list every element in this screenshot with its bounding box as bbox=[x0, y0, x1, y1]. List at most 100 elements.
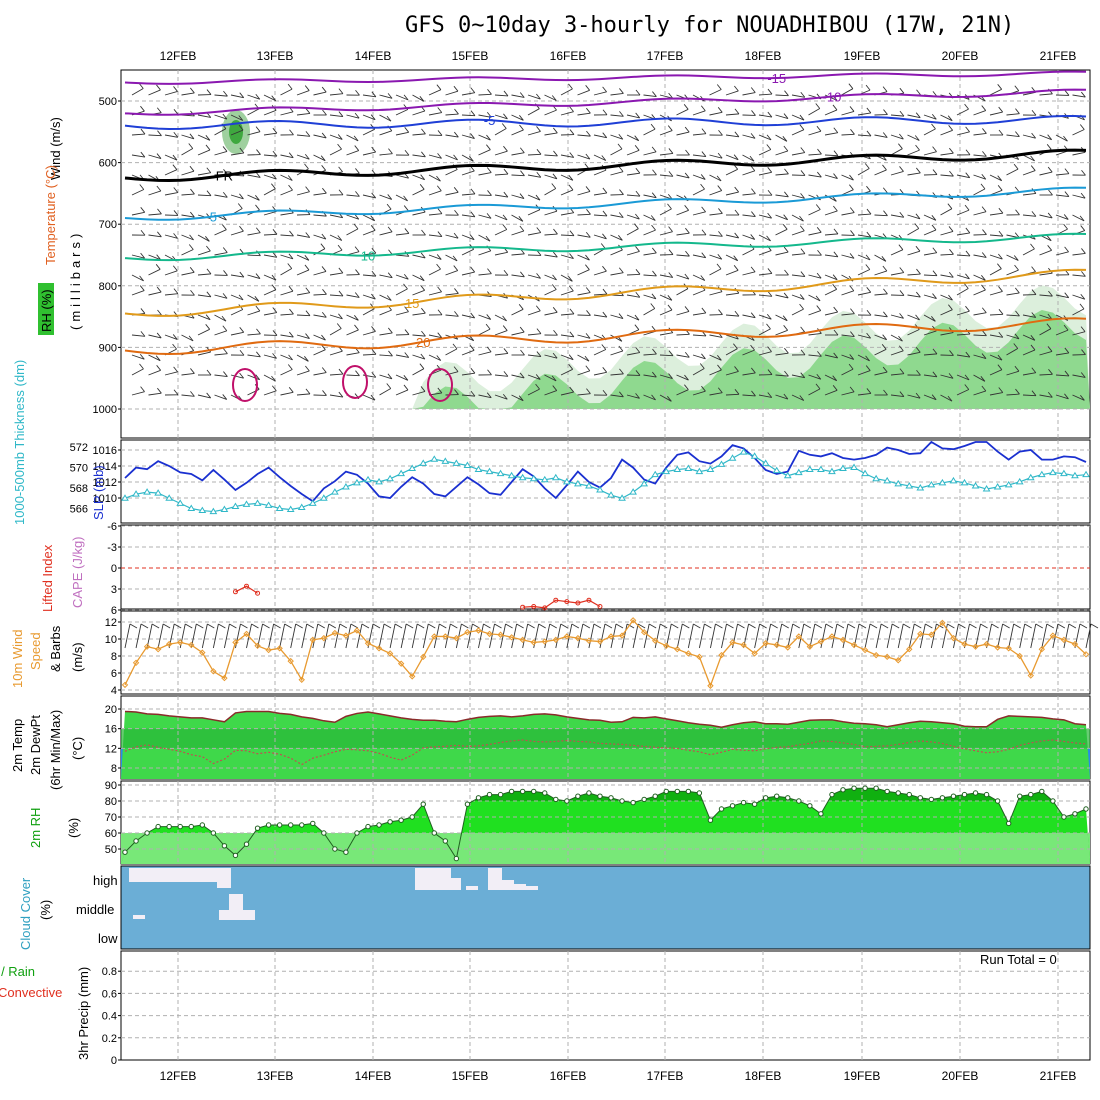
wind-barb-flag bbox=[1063, 135, 1068, 142]
wind-barb bbox=[709, 212, 723, 216]
wind-barb bbox=[230, 274, 244, 278]
wind-barb-flag bbox=[520, 170, 525, 176]
wind10-barb bbox=[124, 623, 131, 649]
wind10-barb-flag bbox=[560, 623, 569, 629]
wind-barb-flag bbox=[585, 153, 591, 160]
wind-barb-flag bbox=[964, 384, 970, 390]
wind-barb bbox=[131, 88, 144, 96]
wind-barb bbox=[643, 128, 656, 136]
wind10-point bbox=[663, 642, 670, 650]
thickness-tick-label: 566 bbox=[70, 504, 88, 516]
wind-barb bbox=[560, 354, 574, 361]
wind-barb bbox=[379, 294, 392, 301]
wind-barb-flag bbox=[156, 107, 162, 114]
wind-barb bbox=[197, 234, 210, 242]
wind-barb bbox=[626, 214, 640, 220]
date-label-bottom: 12FEB bbox=[160, 1069, 197, 1083]
wind-barb-flag bbox=[205, 135, 211, 141]
wind-barb-flag bbox=[404, 228, 410, 234]
wind-barb bbox=[676, 209, 689, 216]
wind-barb bbox=[610, 272, 624, 276]
wind-barb-flag bbox=[782, 136, 788, 142]
wind-barb-flag bbox=[718, 129, 723, 136]
wind-barb bbox=[989, 254, 1003, 260]
wind-barb bbox=[1006, 134, 1020, 138]
rh-point bbox=[1072, 811, 1078, 817]
wind-barb bbox=[577, 112, 591, 116]
wind-barb bbox=[181, 249, 194, 256]
wind-barb-flag bbox=[700, 105, 706, 112]
wind-barb bbox=[560, 334, 574, 338]
wind-barb bbox=[940, 114, 953, 122]
wind-barb-flag bbox=[519, 193, 525, 199]
wind10-barb-flag bbox=[527, 623, 535, 629]
wind-barb bbox=[544, 174, 558, 180]
wind-barb-flag bbox=[403, 283, 408, 290]
rh-point bbox=[442, 838, 449, 844]
wind-barb-flag bbox=[519, 225, 525, 232]
wind-barb-flag bbox=[386, 203, 392, 210]
wind-barb-flag bbox=[453, 187, 459, 193]
wind-barb-flag bbox=[699, 363, 705, 369]
wind-barb-flag bbox=[189, 267, 195, 273]
wind-barb-flag bbox=[816, 171, 822, 178]
wind10-barb-flag bbox=[483, 623, 491, 629]
wind-barb bbox=[148, 154, 162, 160]
contour-p15 bbox=[124, 268, 1087, 317]
wind-barb-flag bbox=[965, 149, 971, 156]
thickness-point bbox=[916, 484, 925, 491]
wind-barb-flag bbox=[701, 252, 707, 258]
wind-barb-flag bbox=[1031, 109, 1037, 116]
wind-barb-flag bbox=[750, 367, 756, 374]
wind-barb-flag bbox=[850, 230, 855, 236]
wind-barb bbox=[857, 269, 870, 276]
wind-barb-flag bbox=[403, 205, 409, 211]
wind-barb-flag bbox=[206, 369, 212, 376]
wind-barb-flag bbox=[371, 270, 377, 277]
wind-barb-flag bbox=[387, 226, 393, 233]
wind-barb-flag bbox=[355, 191, 360, 197]
wind-barb bbox=[280, 313, 294, 316]
wind-barb-flag bbox=[1064, 168, 1070, 174]
y-tick-label: 4 bbox=[111, 685, 117, 697]
wind-barb-flag bbox=[568, 276, 573, 282]
wind-barb-flag bbox=[486, 111, 492, 118]
thickness-point bbox=[607, 491, 615, 498]
rh-point bbox=[729, 803, 736, 809]
wind-barb bbox=[742, 234, 755, 240]
wind-barb-flag bbox=[190, 188, 195, 195]
wind-barb bbox=[362, 353, 377, 356]
wind-barb bbox=[626, 314, 640, 321]
wind-barb bbox=[1072, 331, 1086, 336]
wind-barb bbox=[709, 369, 722, 376]
wind-barb-flag bbox=[815, 103, 821, 109]
wind10-point bbox=[508, 634, 515, 641]
wind-barb bbox=[445, 90, 459, 96]
wind-barb bbox=[511, 374, 525, 379]
wind-barb-flag bbox=[980, 183, 986, 190]
wind-barb-flag bbox=[1014, 186, 1020, 193]
slp-axis-label: SLP (mb) bbox=[91, 465, 106, 520]
wind-barb-flag bbox=[734, 131, 740, 138]
wind-barb-flag bbox=[486, 134, 491, 141]
wind-barb-flag bbox=[469, 234, 475, 240]
wind-barb-flag bbox=[518, 216, 524, 222]
wind-barb bbox=[676, 174, 690, 179]
wind-barb bbox=[329, 214, 343, 219]
wind-barb-flag bbox=[965, 305, 970, 312]
wind10-barb-flag bbox=[361, 623, 370, 629]
thickness-point bbox=[1082, 470, 1090, 478]
wind10-barb bbox=[588, 623, 595, 649]
wind10-barb-flag bbox=[615, 623, 624, 629]
wind10-barb bbox=[356, 623, 363, 649]
wind-barb-flag bbox=[288, 184, 293, 191]
wind-barb bbox=[247, 274, 261, 280]
temp2m-label: 2m Temp bbox=[10, 719, 25, 772]
wind-barb-flag bbox=[188, 335, 194, 342]
wind-barb bbox=[593, 91, 607, 96]
wind-barb-flag bbox=[1015, 388, 1020, 395]
wind10-barb-flag bbox=[405, 623, 414, 629]
wind-barb-flag bbox=[866, 332, 871, 339]
wind-barb bbox=[214, 229, 227, 236]
wind-barb bbox=[692, 334, 706, 337]
